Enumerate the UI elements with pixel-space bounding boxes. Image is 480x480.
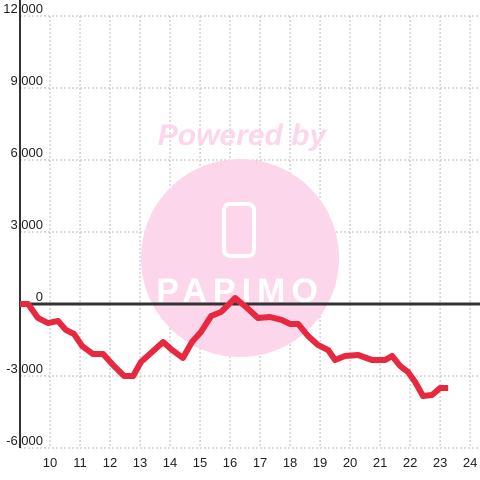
x-tick-label: 23 [433,455,447,470]
x-tick-label: 16 [223,455,237,470]
y-tick-label: 0 [36,289,43,304]
y-tick-label: 3,000 [10,217,43,232]
x-tick-label: 24 [463,455,477,470]
x-tick-label: 19 [313,455,327,470]
watermark-icon [222,202,256,258]
x-tick-label: 21 [373,455,387,470]
y-tick-label: -6,000 [6,433,43,448]
y-tick-label: -3,000 [6,361,43,376]
x-tick-label: 20 [343,455,357,470]
y-tick-label: 6,000 [10,145,43,160]
x-tick-label: 15 [193,455,207,470]
x-tick-label: 14 [163,455,177,470]
data-line [20,295,449,399]
y-tick-label: 9,000 [10,73,43,88]
x-tick-label: 11 [73,455,87,470]
x-tick-label: 10 [43,455,57,470]
watermark: Powered by PAPIMO [141,119,339,357]
y-tick-label: 12,000 [3,1,43,16]
x-tick-label: 18 [283,455,297,470]
x-tick-label: 22 [403,455,417,470]
x-tick-label: 12 [103,455,117,470]
x-tick-label: 17 [253,455,267,470]
watermark-text: Powered by [158,119,328,152]
x-tick-label: 13 [133,455,147,470]
